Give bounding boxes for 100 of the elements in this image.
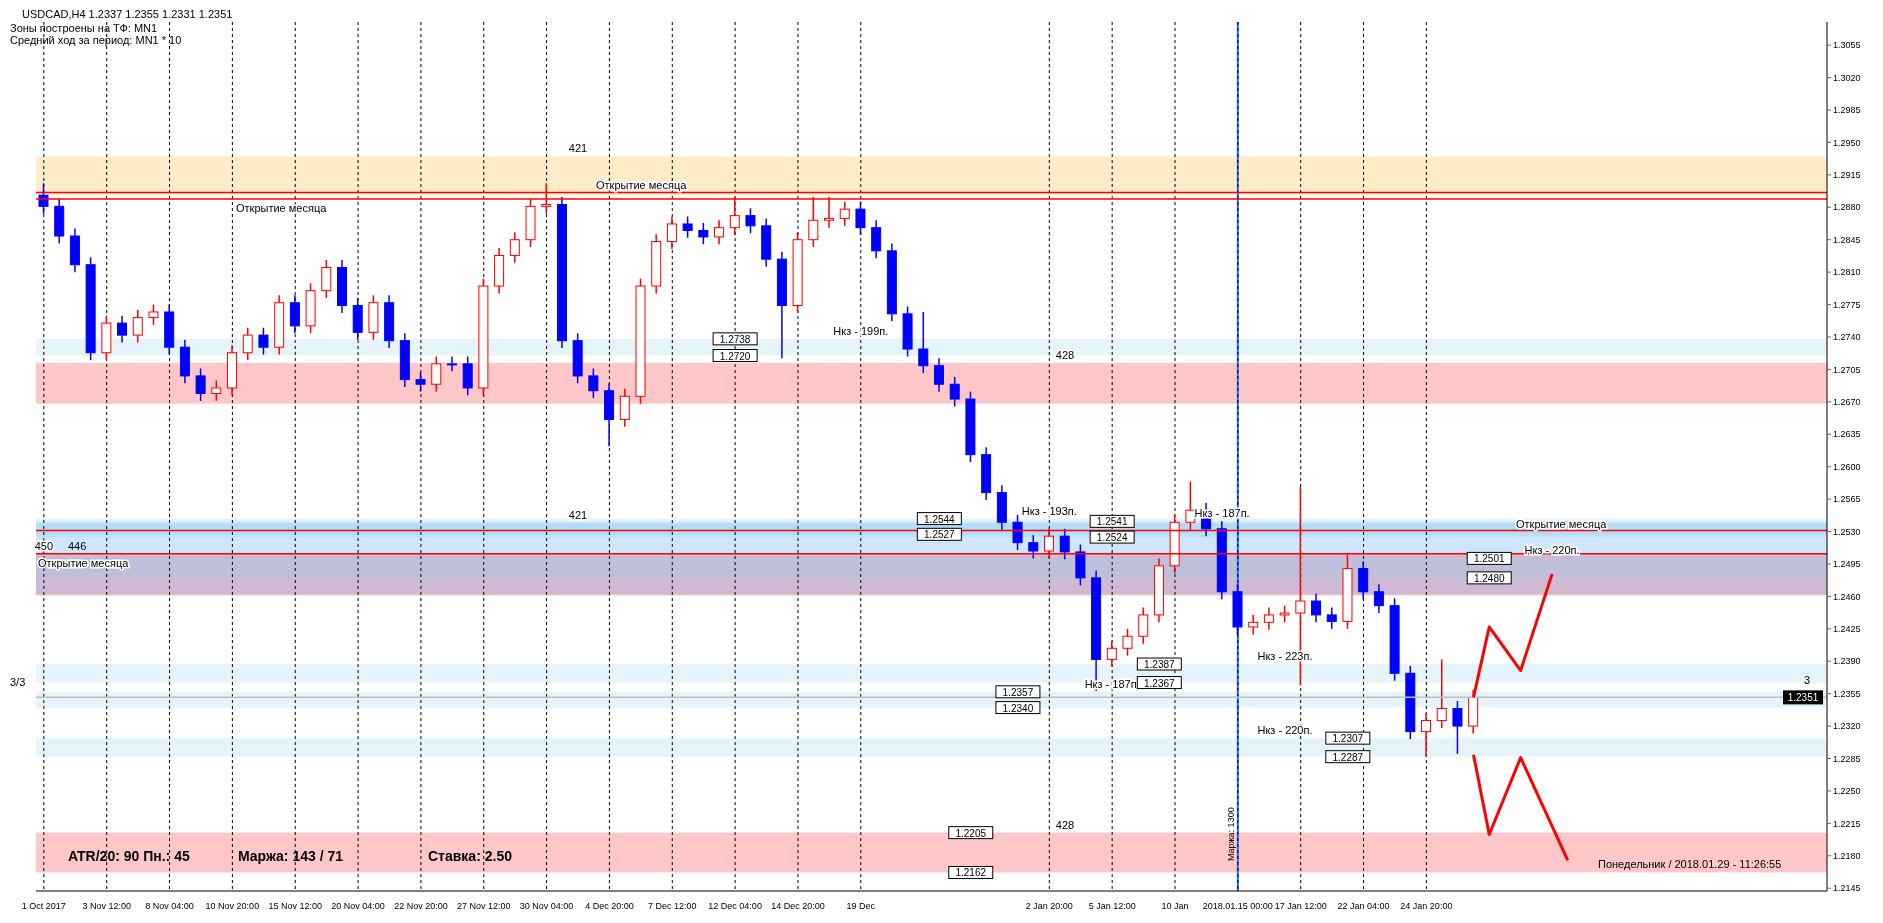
annotation: 1.2287 bbox=[1332, 751, 1364, 763]
band-label: Нкз - 199п. bbox=[833, 324, 889, 337]
annotation: 1.2738 bbox=[719, 333, 751, 345]
x-tick-label: 30 Nov 04:00 bbox=[519, 901, 574, 911]
y-tick-label: 1.2775 bbox=[1833, 299, 1861, 310]
y-tick-label: 1.2950 bbox=[1833, 137, 1861, 148]
y-tick-label: 1.2705 bbox=[1833, 364, 1861, 375]
x-tick-label: 27 Nov 12:00 bbox=[456, 901, 511, 911]
x-tick-label: 5 Jan 12:00 bbox=[1088, 901, 1136, 911]
ref-line-label: 1.2351 bbox=[1787, 692, 1819, 704]
candlestick bbox=[666, 215, 677, 250]
candlestick bbox=[384, 294, 395, 349]
y-tick-label: 1.2565 bbox=[1833, 494, 1861, 505]
x-tick-label: 1 Oct 2017 bbox=[21, 901, 66, 911]
x-tick-label: 2 Jan 20:00 bbox=[1025, 901, 1073, 911]
candlestick bbox=[996, 484, 1007, 531]
annotation: Средний ход за период: MN1 * 10 bbox=[10, 34, 182, 46]
band-label: 428 bbox=[1055, 818, 1075, 831]
annotation: 1.2205 bbox=[955, 827, 987, 839]
candlestick bbox=[934, 357, 944, 393]
y-tick-label: 1.2635 bbox=[1833, 429, 1861, 440]
candlestick bbox=[1311, 592, 1322, 624]
candlestick bbox=[714, 219, 725, 246]
chart-title: USDCAD,H4 1.2337 1.2355 1.2331 1.2351 bbox=[22, 8, 233, 20]
band-label: 421 bbox=[568, 509, 588, 522]
candlestick bbox=[761, 217, 772, 268]
candlestick bbox=[981, 446, 992, 501]
y-tick-label: 1.2355 bbox=[1833, 688, 1861, 699]
y-tick-label: 1.2285 bbox=[1833, 753, 1861, 764]
y-tick-label: 1.2390 bbox=[1833, 656, 1861, 667]
y-tick-label: 1.2600 bbox=[1833, 461, 1861, 472]
candlestick bbox=[651, 233, 662, 295]
candlestick bbox=[164, 303, 175, 356]
band-label: Нкз - 193п. bbox=[1021, 504, 1077, 517]
y-tick-label: 1.2460 bbox=[1833, 591, 1861, 602]
x-tick-label: 10 Jan bbox=[1161, 901, 1189, 911]
y-tick-label: 1.2915 bbox=[1833, 170, 1861, 181]
y-tick-label: 1.2215 bbox=[1833, 818, 1861, 829]
candlestick bbox=[1358, 560, 1369, 600]
x-tick-label: 15 Nov 12:00 bbox=[268, 901, 322, 911]
y-tick-label: 1.2880 bbox=[1833, 202, 1861, 213]
annotation: 1.2541 bbox=[1096, 516, 1128, 528]
candlestick bbox=[509, 231, 520, 264]
x-tick-label: 4 Dec 20:00 bbox=[585, 901, 634, 911]
annotation: 1.2162 bbox=[955, 867, 987, 879]
ref-line-label: Открытие месяца bbox=[596, 179, 688, 192]
y-tick-label: 1.3020 bbox=[1833, 72, 1861, 83]
text: 3/3 bbox=[10, 676, 26, 688]
candlestick bbox=[69, 227, 80, 273]
x-tick-label: 7 Dec 12:00 bbox=[648, 901, 697, 911]
candlestick bbox=[886, 242, 897, 322]
candlestick bbox=[274, 294, 285, 356]
annotation: 446 bbox=[68, 540, 87, 552]
x-tick-label: 8 Nov 04:00 bbox=[145, 901, 194, 911]
ref-line-label: Открытие месяца bbox=[236, 201, 328, 214]
annotation: 1.2340 bbox=[1002, 702, 1034, 714]
candlestick bbox=[1153, 557, 1164, 624]
x-tick-label: 12 Dec 04:00 bbox=[708, 901, 762, 911]
y-tick-label: 1.2320 bbox=[1833, 721, 1861, 732]
y-tick-label: 1.2845 bbox=[1833, 234, 1861, 245]
line-series bbox=[1472, 753, 1570, 862]
ref-line-label: Открытие месяца bbox=[38, 556, 130, 569]
candlestick bbox=[1106, 640, 1117, 668]
candlestick bbox=[871, 219, 882, 259]
candlestick bbox=[1373, 583, 1384, 614]
candlestick bbox=[1421, 712, 1432, 758]
candlestick bbox=[1248, 614, 1259, 636]
ref-line-label: Маржа: 1300 bbox=[1225, 807, 1236, 861]
y-tick-label: 1.2740 bbox=[1833, 332, 1861, 343]
band-label: 450 bbox=[34, 539, 54, 552]
candlestick bbox=[1263, 606, 1274, 631]
candlestick bbox=[289, 294, 300, 335]
y-tick-label: 1.2530 bbox=[1833, 526, 1861, 537]
x-tick-label: 24 Jan 20:00 bbox=[1400, 901, 1453, 911]
candlestick bbox=[1326, 606, 1337, 630]
x-tick-label: 22 Nov 20:00 bbox=[394, 901, 448, 911]
annotation: 1.2480 bbox=[1473, 572, 1505, 584]
annotation: 3 bbox=[1804, 674, 1811, 686]
candlestick bbox=[179, 339, 190, 385]
candlestick bbox=[446, 355, 457, 373]
candlestick bbox=[337, 259, 347, 314]
candlestick bbox=[1216, 520, 1227, 600]
annotation: 1.2387 bbox=[1144, 659, 1176, 671]
x-tick-label: 20 Nov 04:00 bbox=[331, 901, 385, 911]
annotation: 1.2544 bbox=[924, 513, 956, 525]
annotation: Ставка: 2.50 bbox=[428, 848, 512, 864]
candlestick bbox=[776, 251, 787, 360]
annotation: Понедельник / 2018.01.29 - 11:26:55 bbox=[1598, 858, 1782, 870]
y-tick-label: 1.3055 bbox=[1833, 40, 1861, 51]
candlestick bbox=[117, 314, 128, 344]
candlestick bbox=[556, 196, 567, 349]
annotation: 1.2367 bbox=[1144, 677, 1176, 689]
annotation: 1.2527 bbox=[924, 529, 956, 541]
y-tick-label: 1.2495 bbox=[1833, 559, 1861, 570]
candlestick bbox=[399, 332, 410, 388]
annotation: Зоны построены на ТФ: MN1 bbox=[10, 22, 158, 34]
candlestick bbox=[1138, 606, 1149, 645]
ref-line-label: Открытие месяца bbox=[1516, 517, 1608, 530]
x-tick-label: 17 Jan 12:00 bbox=[1274, 901, 1327, 911]
candlestick bbox=[494, 247, 505, 295]
